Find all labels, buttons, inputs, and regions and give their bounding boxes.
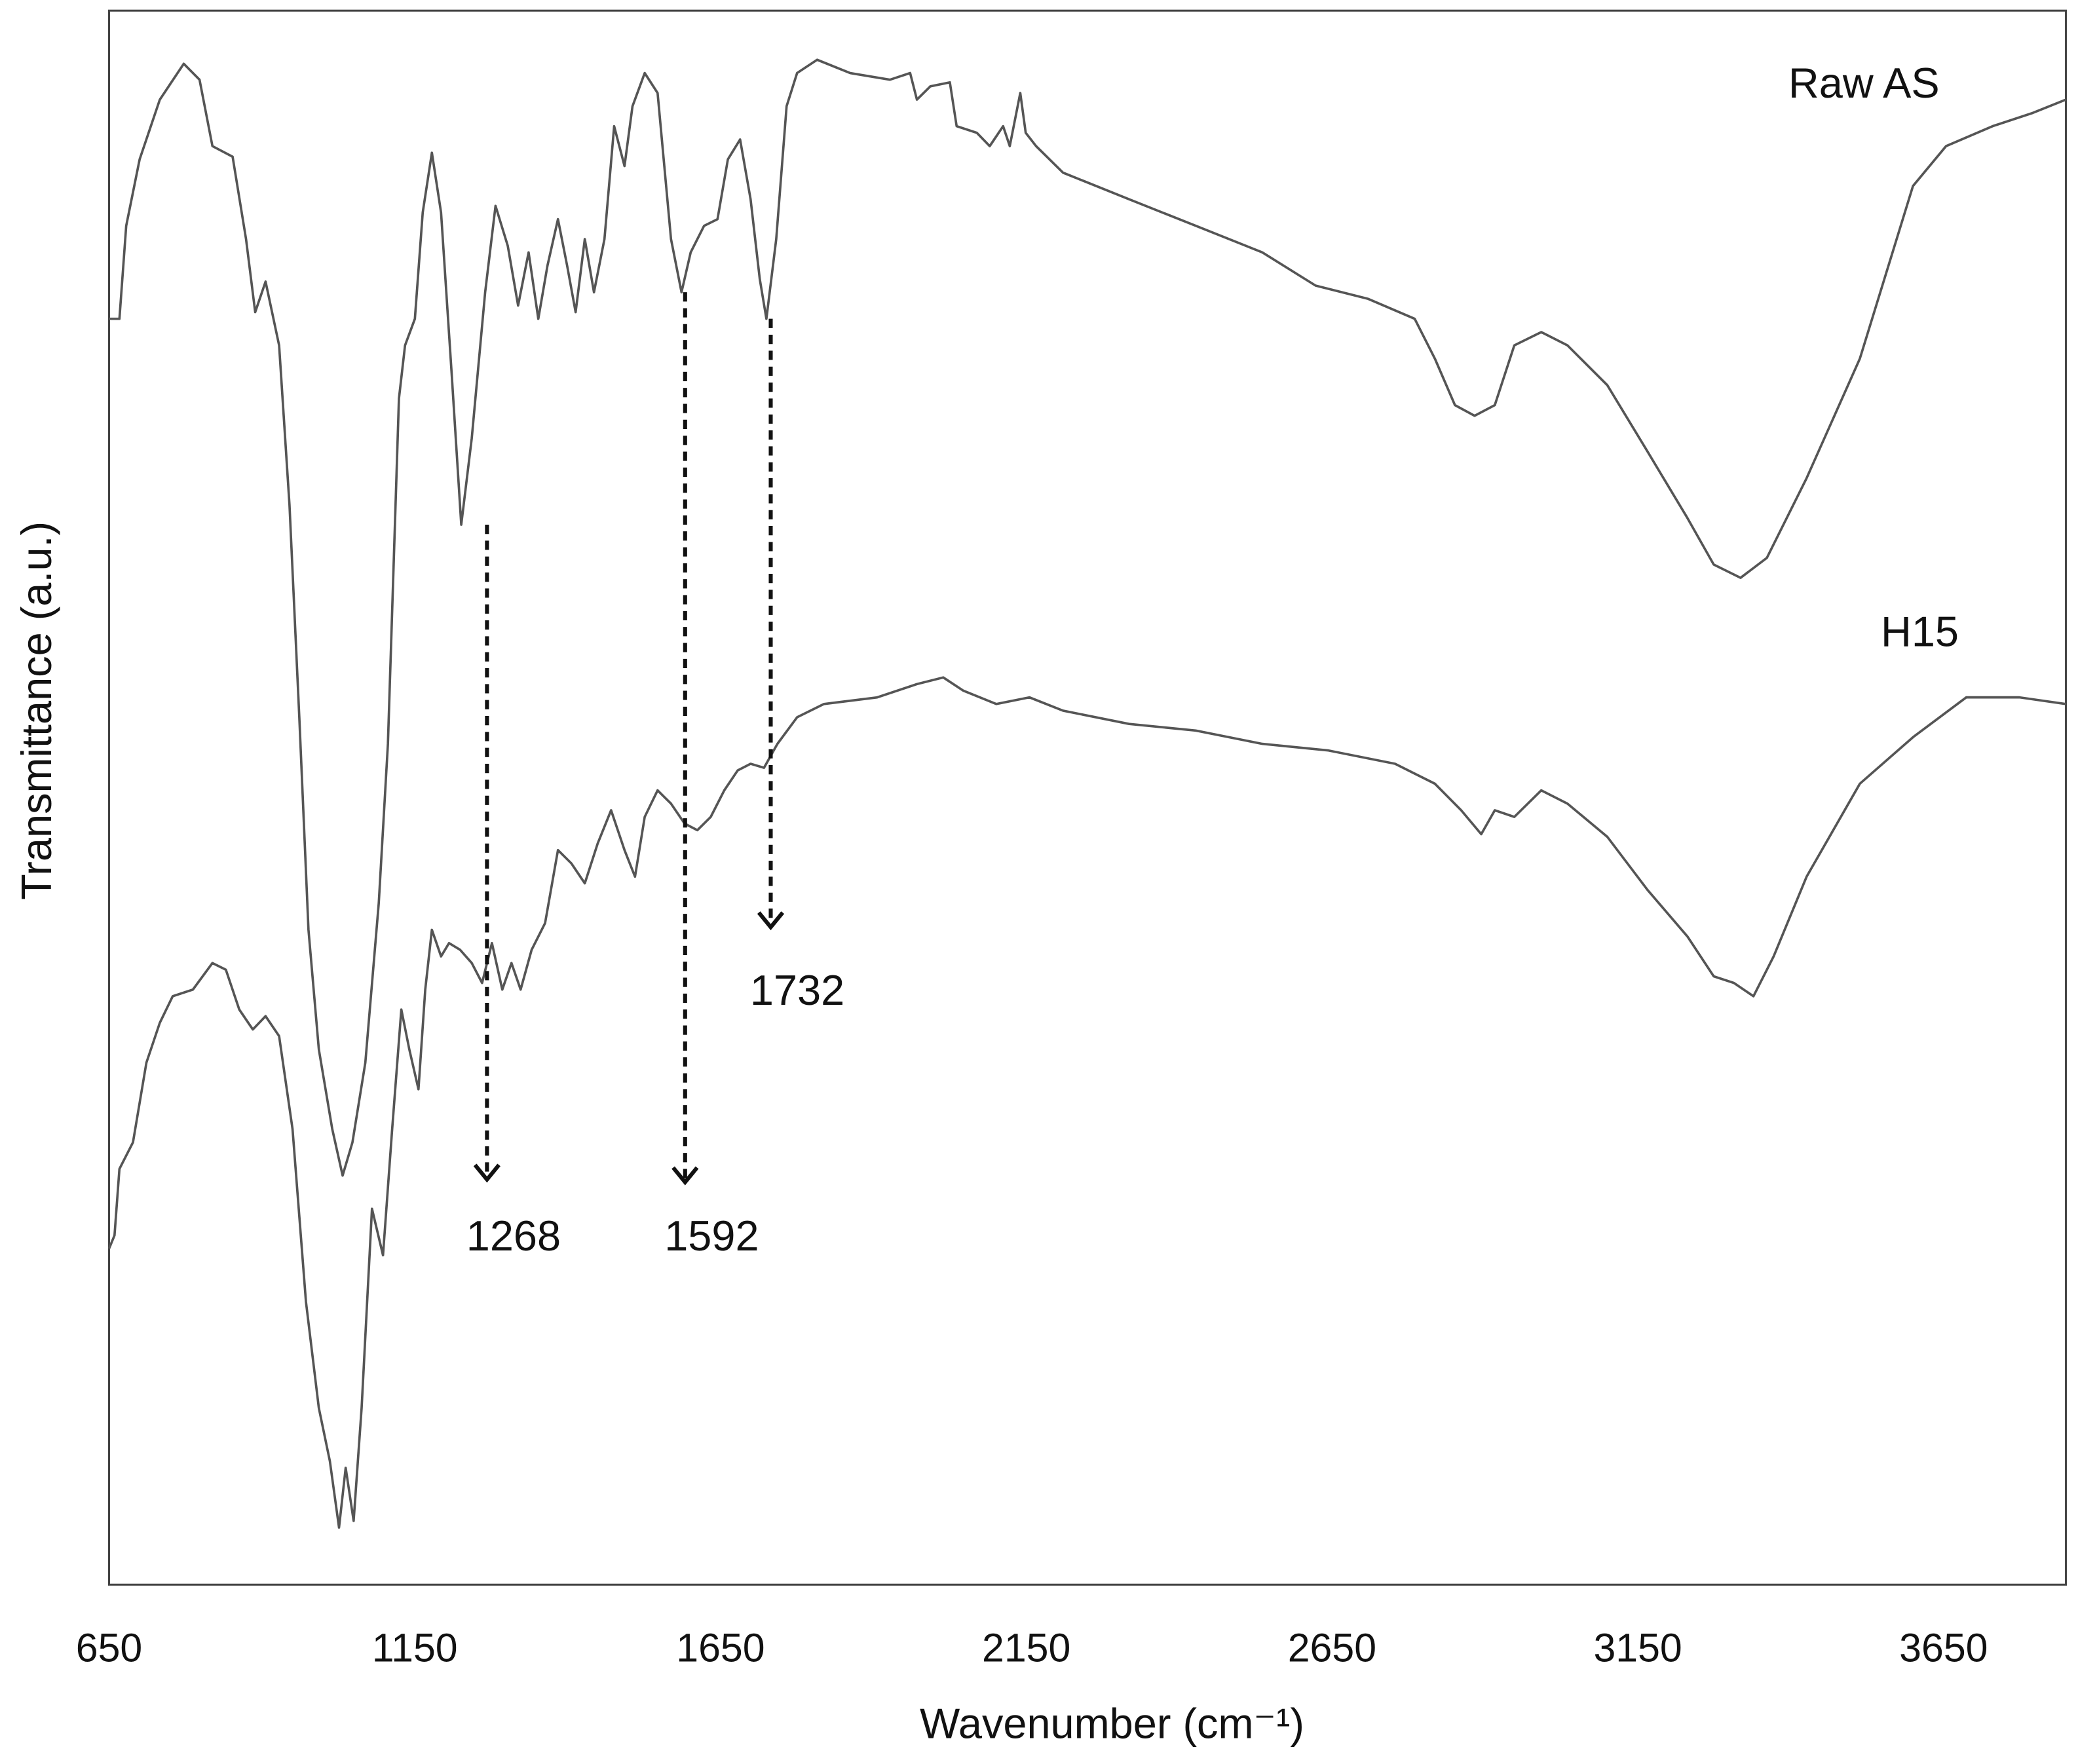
spectrum-line xyxy=(109,58,2067,1177)
series-label: H15 xyxy=(1881,607,1959,655)
y-axis-label: Transmittance (a.u.) xyxy=(12,521,60,900)
x-tick-label: 650 xyxy=(76,1626,143,1670)
x-tick-label: 1150 xyxy=(372,1626,458,1670)
annotation-label: 1268 xyxy=(466,1212,561,1260)
plot-frame xyxy=(107,9,2068,1586)
annotation-label: 1732 xyxy=(750,966,844,1014)
spectrum-line xyxy=(107,676,2066,1529)
x-tick-label: 1650 xyxy=(676,1626,765,1670)
x-tick-label: 2150 xyxy=(982,1626,1070,1670)
x-axis-label: Wavenumber (cm⁻¹) xyxy=(920,1699,1304,1747)
arrow-head xyxy=(757,911,785,931)
arrow-head xyxy=(473,1163,501,1183)
x-tick-label: 3650 xyxy=(1899,1626,1988,1670)
arrow-head xyxy=(671,1166,699,1186)
annotation-label: 1592 xyxy=(664,1212,759,1260)
x-tick-label: 3150 xyxy=(1593,1626,1682,1670)
series-label: Raw AS xyxy=(1788,59,1940,107)
x-tick-label: 2650 xyxy=(1288,1626,1376,1670)
